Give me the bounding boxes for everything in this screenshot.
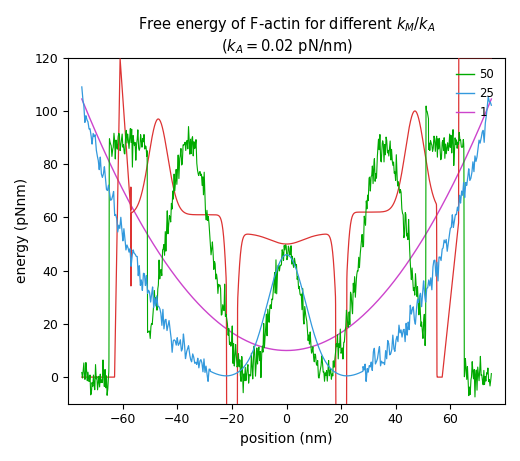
Legend: 50, 25, 1: 50, 25, 1 xyxy=(451,64,499,124)
Title: Free energy of F-actin for different $k_M/k_A$
$(k_A = 0.02$ pN/nm$)$: Free energy of F-actin for different $k_… xyxy=(138,15,435,56)
Y-axis label: energy (pNnm): energy (pNnm) xyxy=(15,178,29,284)
X-axis label: position (nm): position (nm) xyxy=(240,432,333,446)
